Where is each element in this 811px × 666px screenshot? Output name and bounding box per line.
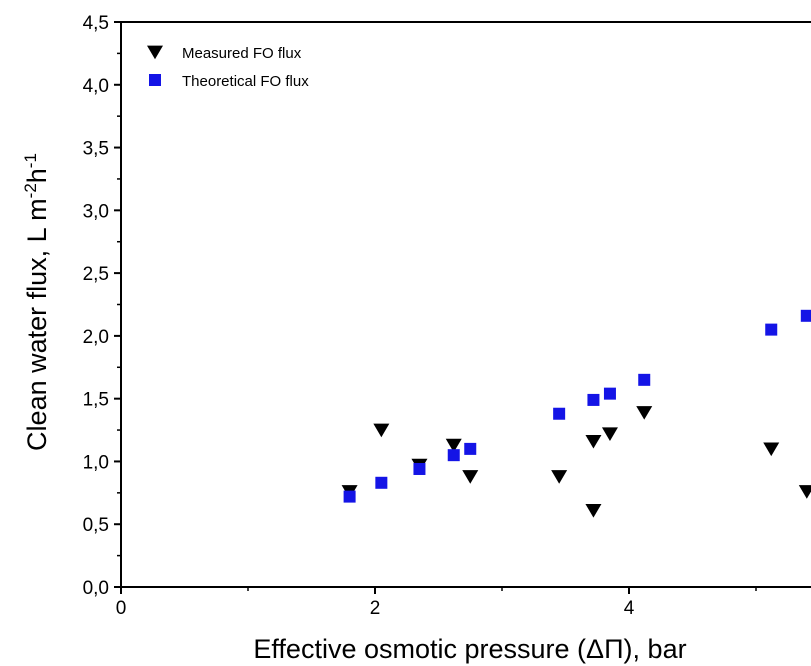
legend-label-measured: Measured FO flux bbox=[182, 45, 302, 62]
plot-frame bbox=[120, 21, 811, 588]
theoretical-point bbox=[638, 373, 651, 386]
x-tick-label: 2 bbox=[370, 598, 381, 619]
measured-point bbox=[585, 434, 602, 449]
y-axis-title: Clean water flux, L m-2h-1 bbox=[21, 153, 52, 451]
measured-point bbox=[636, 406, 653, 420]
y-tick-label: 0,0 bbox=[83, 578, 109, 599]
y-tick-label: 3,5 bbox=[83, 139, 109, 160]
measured-point bbox=[601, 427, 618, 442]
theoretical-point bbox=[413, 462, 426, 475]
legend-marker-theoretical bbox=[149, 74, 161, 86]
theoretical-point bbox=[587, 393, 600, 406]
legend: Measured FO flux Theoretical FO flux bbox=[147, 45, 309, 90]
y-axis-title-h: h bbox=[22, 168, 52, 183]
measured-point bbox=[445, 438, 462, 453]
y-tick-label: 1,5 bbox=[83, 390, 109, 411]
y-axis-title-sup2: -1 bbox=[21, 153, 40, 168]
theoretical-point bbox=[765, 323, 778, 336]
x-axis-title: Effective osmotic pressure (ΔΠ), bar bbox=[253, 634, 686, 664]
y-axis-title-main: Clean water flux, L m bbox=[22, 198, 52, 451]
y-tick-label: 4,0 bbox=[83, 76, 109, 97]
y-ticks: 0,0 0,5 1,0 1,5 2,0 2,5 3,0 3,5 4,0 4,5 bbox=[83, 13, 121, 599]
series-theoretical-fo-flux bbox=[343, 309, 811, 503]
y-tick-label: 2,5 bbox=[83, 264, 109, 285]
measured-point bbox=[551, 470, 568, 484]
measured-point bbox=[462, 470, 479, 484]
theoretical-point bbox=[553, 407, 566, 420]
theoretical-point bbox=[343, 490, 356, 503]
y-tick-label: 2,0 bbox=[83, 327, 109, 348]
legend-marker-measured bbox=[147, 45, 163, 60]
series-measured-fo-flux bbox=[341, 406, 811, 518]
theoretical-point bbox=[447, 449, 460, 462]
measured-point bbox=[585, 504, 602, 518]
measured-point bbox=[763, 442, 780, 457]
measured-point bbox=[373, 423, 390, 438]
legend-label-theoretical: Theoretical FO flux bbox=[182, 73, 309, 90]
x-tick-label: 4 bbox=[624, 598, 635, 619]
y-axis-title-sup1: -2 bbox=[21, 183, 40, 198]
y-tick-label: 0,5 bbox=[83, 515, 109, 536]
theoretical-point bbox=[603, 387, 616, 400]
y-tick-label: 4,5 bbox=[83, 13, 109, 34]
y-tick-label: 1,0 bbox=[83, 452, 109, 473]
theoretical-point bbox=[375, 476, 388, 489]
theoretical-point bbox=[464, 442, 477, 455]
y-tick-label: 3,0 bbox=[83, 201, 109, 222]
x-ticks: 0246810 bbox=[116, 587, 757, 619]
x-tick-label: 0 bbox=[116, 598, 127, 619]
measured-point bbox=[798, 485, 811, 499]
theoretical-point bbox=[800, 309, 811, 322]
